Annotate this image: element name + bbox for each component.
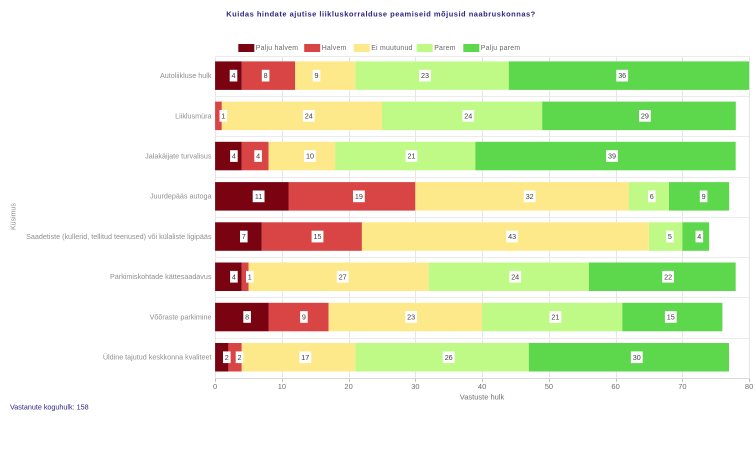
svg-text:20: 20 xyxy=(344,382,352,391)
svg-text:Palju halvem: Palju halvem xyxy=(256,45,298,52)
svg-text:Saadetiste (kullerid, tellitud: Saadetiste (kullerid, tellitud teenused)… xyxy=(26,232,212,241)
svg-text:Vastanute koguhulk: 158: Vastanute koguhulk: 158 xyxy=(10,403,89,412)
svg-text:24: 24 xyxy=(464,112,472,121)
svg-text:80: 80 xyxy=(745,382,753,391)
svg-text:24: 24 xyxy=(305,112,313,121)
svg-text:70: 70 xyxy=(678,382,686,391)
svg-text:4: 4 xyxy=(232,71,236,80)
svg-text:9: 9 xyxy=(702,192,706,201)
svg-text:60: 60 xyxy=(611,382,619,391)
svg-text:Palju parem: Palju parem xyxy=(481,45,521,52)
svg-text:Juurdepääs autoga: Juurdepääs autoga xyxy=(150,192,212,201)
svg-text:1: 1 xyxy=(221,112,225,121)
svg-text:8: 8 xyxy=(264,71,268,80)
svg-text:36: 36 xyxy=(618,71,626,80)
svg-text:5: 5 xyxy=(668,232,672,241)
svg-text:15: 15 xyxy=(667,313,675,322)
svg-text:15: 15 xyxy=(314,232,322,241)
svg-text:Jalakäijate turvalisus: Jalakäijate turvalisus xyxy=(145,152,212,161)
svg-text:26: 26 xyxy=(445,353,453,362)
svg-text:21: 21 xyxy=(408,152,416,161)
svg-text:0: 0 xyxy=(213,382,217,391)
svg-text:21: 21 xyxy=(551,313,559,322)
svg-text:Autoliikluse hulk: Autoliikluse hulk xyxy=(160,71,212,80)
svg-text:4: 4 xyxy=(232,152,236,161)
svg-text:8: 8 xyxy=(245,313,249,322)
svg-text:19: 19 xyxy=(355,192,363,201)
svg-text:1: 1 xyxy=(248,272,252,281)
svg-text:32: 32 xyxy=(526,192,534,201)
svg-text:43: 43 xyxy=(508,232,516,241)
svg-text:27: 27 xyxy=(339,272,347,281)
svg-text:11: 11 xyxy=(255,192,262,201)
svg-text:Küsimus: Küsimus xyxy=(11,203,18,230)
svg-text:24: 24 xyxy=(511,272,519,281)
svg-text:23: 23 xyxy=(421,71,429,80)
svg-text:4: 4 xyxy=(697,232,701,241)
svg-text:Kuidas hindate ajutise liiklus: Kuidas hindate ajutise liikluskorralduse… xyxy=(226,10,536,19)
svg-text:30: 30 xyxy=(633,353,641,362)
svg-text:40: 40 xyxy=(478,382,486,391)
svg-text:9: 9 xyxy=(302,313,306,322)
svg-text:Vastuste hulk: Vastuste hulk xyxy=(460,393,505,402)
svg-text:22: 22 xyxy=(664,272,672,281)
svg-text:39: 39 xyxy=(608,152,616,161)
svg-text:4: 4 xyxy=(232,272,236,281)
svg-text:9: 9 xyxy=(315,71,319,80)
svg-text:17: 17 xyxy=(301,353,309,362)
svg-text:6: 6 xyxy=(650,192,654,201)
svg-text:2: 2 xyxy=(238,353,242,362)
svg-text:Parkimiskohtade kättesaadavus: Parkimiskohtade kättesaadavus xyxy=(110,272,212,281)
svg-text:4: 4 xyxy=(256,152,260,161)
svg-text:7: 7 xyxy=(242,232,246,241)
svg-text:10: 10 xyxy=(278,382,286,391)
svg-text:50: 50 xyxy=(545,382,553,391)
svg-text:Üldine tajutud keskkonna kvali: Üldine tajutud keskkonna kvaliteet xyxy=(103,353,212,362)
svg-text:10: 10 xyxy=(306,152,314,161)
svg-text:Parem: Parem xyxy=(434,45,456,52)
svg-text:2: 2 xyxy=(225,353,229,362)
svg-text:23: 23 xyxy=(407,313,415,322)
svg-text:Ei muutunud: Ei muutunud xyxy=(371,45,412,52)
svg-text:Halvem: Halvem xyxy=(322,45,347,52)
svg-text:Võõraste parkimine: Võõraste parkimine xyxy=(150,312,212,321)
svg-text:Liiklusmüra: Liiklusmüra xyxy=(175,111,211,120)
svg-text:30: 30 xyxy=(411,382,419,391)
svg-text:29: 29 xyxy=(641,112,649,121)
